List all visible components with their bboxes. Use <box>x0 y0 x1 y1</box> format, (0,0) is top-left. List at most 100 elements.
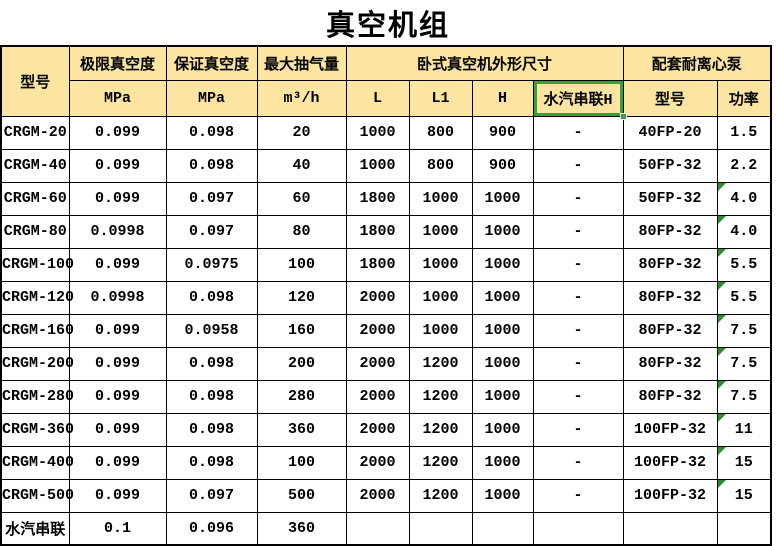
cell-dim-series-h[interactable]: - <box>532 412 624 447</box>
cell-dim-l1[interactable] <box>408 511 473 546</box>
cell-guaranteed-vacuum[interactable]: 0.098 <box>165 115 258 150</box>
cell-dim-l1[interactable]: 1000 <box>408 181 473 216</box>
cell-model[interactable]: CRGM-60 <box>0 181 70 216</box>
cell-ultimate-vacuum[interactable]: 0.099 <box>68 313 167 348</box>
cell-dim-h[interactable]: 1000 <box>471 280 534 315</box>
cell-pump-power[interactable]: 5.5 <box>716 280 772 315</box>
cell-pump-model[interactable]: 80FP-32 <box>622 247 718 282</box>
cell-pump-model[interactable]: 50FP-32 <box>622 181 718 216</box>
cell-guaranteed-vacuum[interactable]: 0.098 <box>165 148 258 183</box>
cell-max-pumping[interactable]: 40 <box>256 148 347 183</box>
cell-max-pumping[interactable]: 100 <box>256 247 347 282</box>
cell-dim-h[interactable]: 1000 <box>471 445 534 480</box>
cell-dim-series-h[interactable]: - <box>532 313 624 348</box>
cell-dim-series-h[interactable]: - <box>532 115 624 150</box>
cell-pump-power[interactable]: 4.0 <box>716 214 772 249</box>
cell-pump-model[interactable]: 80FP-32 <box>622 280 718 315</box>
cell-dim-l[interactable]: 2000 <box>345 346 410 381</box>
cell-dim-l[interactable]: 2000 <box>345 445 410 480</box>
cell-guaranteed-vacuum[interactable]: 0.0958 <box>165 313 258 348</box>
cell-pump-power[interactable]: 2.2 <box>716 148 772 183</box>
cell-dim-l[interactable]: 2000 <box>345 313 410 348</box>
header-pump-group[interactable]: 配套耐离心泵 <box>622 45 772 81</box>
cell-dim-series-h[interactable]: - <box>532 214 624 249</box>
cell-ultimate-vacuum[interactable]: 0.0998 <box>68 214 167 249</box>
cell-dim-series-h[interactable]: - <box>532 280 624 315</box>
cell-dim-l[interactable]: 1000 <box>345 148 410 183</box>
cell-pump-model[interactable] <box>622 511 718 546</box>
cell-guaranteed-vacuum[interactable]: 0.097 <box>165 478 258 513</box>
cell-dim-l[interactable] <box>345 511 410 546</box>
cell-dim-l1[interactable]: 1200 <box>408 445 473 480</box>
cell-model[interactable]: CRGM-500 <box>0 478 74 513</box>
cell-guaranteed-vacuum[interactable]: 0.098 <box>165 379 258 414</box>
cell-max-pumping[interactable]: 280 <box>256 379 347 414</box>
cell-dim-series-h[interactable]: - <box>532 478 624 513</box>
header-dims-group[interactable]: 卧式真空机外形尺寸 <box>345 45 624 81</box>
cell-dim-l1[interactable]: 1000 <box>408 247 473 282</box>
cell-guaranteed-vacuum[interactable]: 0.097 <box>165 181 258 216</box>
cell-pump-power[interactable]: 5.5 <box>716 247 772 282</box>
cell-pump-power[interactable]: 1.5 <box>716 115 772 150</box>
header-model[interactable]: 型号 <box>0 45 70 117</box>
header-dim-h[interactable]: H <box>471 79 534 117</box>
cell-dim-l1[interactable]: 800 <box>408 148 473 183</box>
cell-guaranteed-vacuum[interactable]: 0.097 <box>165 214 258 249</box>
cell-dim-series-h[interactable]: - <box>532 181 624 216</box>
cell-dim-h[interactable]: 1000 <box>471 478 534 513</box>
cell-model[interactable]: CRGM-100 <box>0 247 74 282</box>
cell-model[interactable]: CRGM-280 <box>0 379 74 414</box>
cell-pump-power[interactable]: 15 <box>716 478 772 513</box>
header-unit-mpa-2[interactable]: MPa <box>165 79 258 117</box>
header-pump-model[interactable]: 型号 <box>622 79 718 117</box>
header-dim-l[interactable]: L <box>345 79 410 117</box>
cell-dim-series-h[interactable]: - <box>532 247 624 282</box>
cell-model[interactable]: CRGM-360 <box>0 412 74 447</box>
cell-pump-model[interactable]: 100FP-32 <box>622 445 718 480</box>
cell-max-pumping[interactable]: 200 <box>256 346 347 381</box>
cell-ultimate-vacuum[interactable]: 0.099 <box>68 247 167 282</box>
cell-model[interactable]: CRGM-400 <box>0 445 74 480</box>
cell-guaranteed-vacuum[interactable]: 0.096 <box>165 511 258 546</box>
cell-ultimate-vacuum[interactable]: 0.099 <box>68 346 167 381</box>
header-pump-power[interactable]: 功率 <box>716 79 772 117</box>
cell-dim-h[interactable]: 900 <box>471 115 534 150</box>
cell-dim-h[interactable]: 1000 <box>471 412 534 447</box>
cell-dim-h[interactable]: 1000 <box>471 346 534 381</box>
cell-dim-l1[interactable]: 1200 <box>408 412 473 447</box>
cell-max-pumping[interactable]: 360 <box>256 511 347 546</box>
cell-model[interactable]: CRGM-20 <box>0 115 70 150</box>
cell-model[interactable]: 水汽串联 <box>0 511 70 546</box>
header-guaranteed-vacuum[interactable]: 保证真空度 <box>165 45 258 81</box>
cell-dim-series-h[interactable]: - <box>532 346 624 381</box>
cell-dim-l[interactable]: 1800 <box>345 247 410 282</box>
cell-model[interactable]: CRGM-40 <box>0 148 70 183</box>
cell-dim-h[interactable]: 1000 <box>471 379 534 414</box>
cell-dim-h[interactable]: 1000 <box>471 247 534 282</box>
cell-dim-l1[interactable]: 1000 <box>408 214 473 249</box>
cell-dim-l1[interactable]: 1200 <box>408 346 473 381</box>
cell-ultimate-vacuum[interactable]: 0.099 <box>68 445 167 480</box>
header-dim-l1[interactable]: L1 <box>408 79 473 117</box>
cell-dim-h[interactable]: 1000 <box>471 313 534 348</box>
cell-pump-power[interactable] <box>716 511 772 546</box>
cell-max-pumping[interactable]: 160 <box>256 313 347 348</box>
cell-ultimate-vacuum[interactable]: 0.099 <box>68 148 167 183</box>
cell-dim-h[interactable]: 1000 <box>471 214 534 249</box>
cell-pump-model[interactable]: 100FP-32 <box>622 412 718 447</box>
cell-max-pumping[interactable]: 120 <box>256 280 347 315</box>
cell-max-pumping[interactable]: 20 <box>256 115 347 150</box>
cell-guaranteed-vacuum[interactable]: 0.098 <box>165 346 258 381</box>
cell-guaranteed-vacuum[interactable]: 0.098 <box>165 412 258 447</box>
cell-ultimate-vacuum[interactable]: 0.099 <box>68 412 167 447</box>
cell-max-pumping[interactable]: 500 <box>256 478 347 513</box>
cell-dim-l[interactable]: 1000 <box>345 115 410 150</box>
cell-pump-model[interactable]: 80FP-32 <box>622 379 718 414</box>
header-unit-mpa-1[interactable]: MPa <box>68 79 167 117</box>
cell-dim-series-h[interactable] <box>532 511 624 546</box>
cell-max-pumping[interactable]: 80 <box>256 214 347 249</box>
cell-model[interactable]: CRGM-200 <box>0 346 74 381</box>
cell-dim-h[interactable]: 900 <box>471 148 534 183</box>
cell-dim-l[interactable]: 2000 <box>345 379 410 414</box>
cell-pump-power[interactable]: 7.5 <box>716 313 772 348</box>
